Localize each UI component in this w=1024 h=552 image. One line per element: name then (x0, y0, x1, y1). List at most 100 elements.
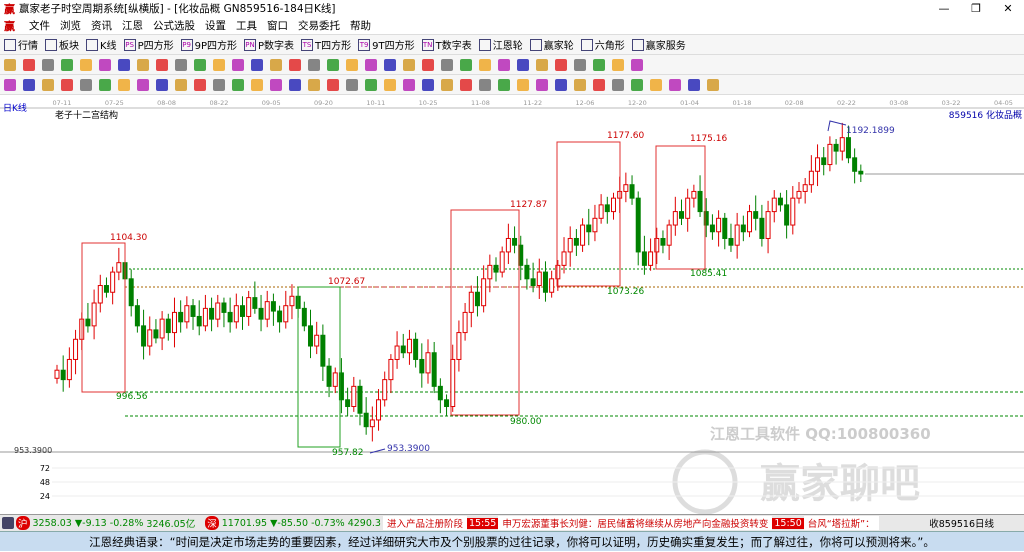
tool-icon[interactable] (327, 58, 339, 71)
tool-icon[interactable] (251, 78, 263, 91)
tool-icon[interactable] (289, 78, 301, 91)
tool-icon[interactable] (688, 78, 700, 91)
tool-icon[interactable] (536, 58, 548, 71)
toolbar-button[interactable]: 六角形 (580, 37, 625, 52)
tool-icon[interactable] (251, 58, 263, 71)
menu-item[interactable]: 窗口 (267, 20, 288, 32)
tool-icon[interactable] (593, 58, 605, 71)
menu-item[interactable]: 公式选股 (153, 20, 195, 32)
toolbar-button[interactable]: 行情 (4, 37, 38, 52)
toolbar-button[interactable]: TN T数字表 (421, 37, 472, 52)
tool-icon[interactable] (42, 58, 54, 71)
menu-item[interactable]: 资讯 (91, 20, 112, 32)
tool-icon[interactable] (441, 78, 453, 91)
tool-icon[interactable] (23, 78, 35, 91)
tool-icon[interactable] (612, 58, 624, 71)
tool-icon[interactable] (99, 78, 111, 91)
tool-icon[interactable] (498, 58, 510, 71)
tool-icon[interactable] (137, 58, 149, 71)
tool-icon[interactable] (365, 58, 377, 71)
tool-icon[interactable] (80, 58, 92, 71)
tool-icon[interactable] (175, 78, 187, 91)
news-ticker[interactable]: 进入产品注册阶段 (382, 516, 467, 530)
tool-icon[interactable] (270, 58, 282, 71)
menu-item[interactable]: 工具 (236, 20, 257, 32)
tool-icon[interactable] (669, 78, 681, 91)
tool-icon[interactable] (555, 58, 567, 71)
toolbar-button[interactable]: P9 9P四方形 (180, 37, 237, 52)
tool-icon[interactable] (555, 78, 567, 91)
tool-icon[interactable] (308, 78, 320, 91)
toolbar-button[interactable]: 赢家服务 (631, 37, 686, 52)
tool-icon[interactable] (441, 58, 453, 71)
menu-item[interactable]: 设置 (205, 20, 226, 32)
tool-icon[interactable] (42, 78, 54, 91)
tool-icon[interactable] (118, 58, 130, 71)
toolbar-button[interactable]: 板块 (45, 37, 79, 52)
tool-icon[interactable] (99, 58, 111, 71)
tool-icon[interactable] (612, 78, 624, 91)
toolbar-button[interactable]: PS P四方形 (123, 37, 174, 52)
tool-icon[interactable] (536, 78, 548, 91)
maximize-button[interactable]: ❐ (971, 2, 981, 15)
close-button[interactable]: ✕ (1003, 2, 1013, 15)
tool-icon[interactable] (194, 78, 206, 91)
tool-icon[interactable] (422, 58, 434, 71)
toolbar-button[interactable]: PN P数字表 (244, 37, 294, 52)
tool-icon[interactable] (175, 58, 187, 71)
tool-icon[interactable] (270, 78, 282, 91)
tool-icon[interactable] (517, 78, 529, 91)
tool-icon[interactable] (80, 78, 92, 91)
tool-icon[interactable] (156, 58, 168, 71)
toolbar-button[interactable]: 赢家轮 (529, 37, 574, 52)
chart-svg[interactable]: 07-11 07-25 08-08 08-22 09-05 09-20 10-11 10-25… (0, 97, 1024, 515)
tool-icon[interactable] (384, 78, 396, 91)
minimize-button[interactable]: — (938, 2, 950, 15)
tool-icon[interactable] (23, 58, 35, 71)
menu-item[interactable]: 帮助 (350, 20, 371, 32)
tool-icon[interactable] (213, 58, 225, 71)
tool-icon[interactable] (213, 78, 225, 91)
tool-icon[interactable] (365, 78, 377, 91)
tool-icon[interactable] (327, 78, 339, 91)
tool-icon[interactable] (61, 58, 73, 71)
tool-icon[interactable] (232, 58, 244, 71)
tool-icon[interactable] (232, 78, 244, 91)
toolbar-button[interactable]: TS T四方形 (301, 37, 351, 52)
tool-icon[interactable] (4, 58, 16, 71)
tool-icon[interactable] (479, 78, 491, 91)
toolbar-button[interactable]: K线 (86, 37, 117, 52)
tool-icon[interactable] (384, 58, 396, 71)
tool-icon[interactable] (118, 78, 130, 91)
tool-icon[interactable] (137, 78, 149, 91)
tool-icon[interactable] (593, 78, 605, 91)
toolbar-button[interactable]: T9 9T四方形 (358, 37, 415, 52)
tool-icon[interactable] (194, 58, 206, 71)
tool-icon[interactable] (346, 58, 358, 71)
kline-chart[interactable]: 07-11 07-25 08-08 08-22 09-05 09-20 10-11 10-25… (0, 97, 1024, 515)
tool-icon[interactable] (422, 78, 434, 91)
tool-icon[interactable] (517, 58, 529, 71)
tool-icon[interactable] (479, 58, 491, 71)
menu-item[interactable]: 交易委托 (298, 20, 340, 32)
tool-icon[interactable] (289, 58, 301, 71)
tool-icon[interactable] (460, 78, 472, 91)
tool-icon[interactable] (403, 58, 415, 71)
toolbar-button[interactable]: 江恩轮 (478, 37, 523, 52)
tool-icon[interactable] (707, 78, 719, 91)
tool-icon[interactable] (156, 78, 168, 91)
tool-icon[interactable] (631, 78, 643, 91)
tool-icon[interactable] (631, 58, 643, 71)
tool-icon[interactable] (4, 78, 16, 91)
tool-icon[interactable] (574, 58, 586, 71)
tool-icon[interactable] (403, 78, 415, 91)
tool-icon[interactable] (650, 78, 662, 91)
tool-icon[interactable] (61, 78, 73, 91)
tool-icon[interactable] (346, 78, 358, 91)
tool-icon[interactable] (498, 78, 510, 91)
tool-icon[interactable] (574, 78, 586, 91)
tool-icon[interactable] (460, 58, 472, 71)
menu-item[interactable]: 江恩 (122, 20, 143, 32)
news-ticker[interactable]: 申万宏源董事长刘健：居民储蓄将继续从房地产向金融投资转变 (498, 516, 773, 530)
news-ticker[interactable]: 台风“塔拉斯”： (803, 516, 879, 530)
